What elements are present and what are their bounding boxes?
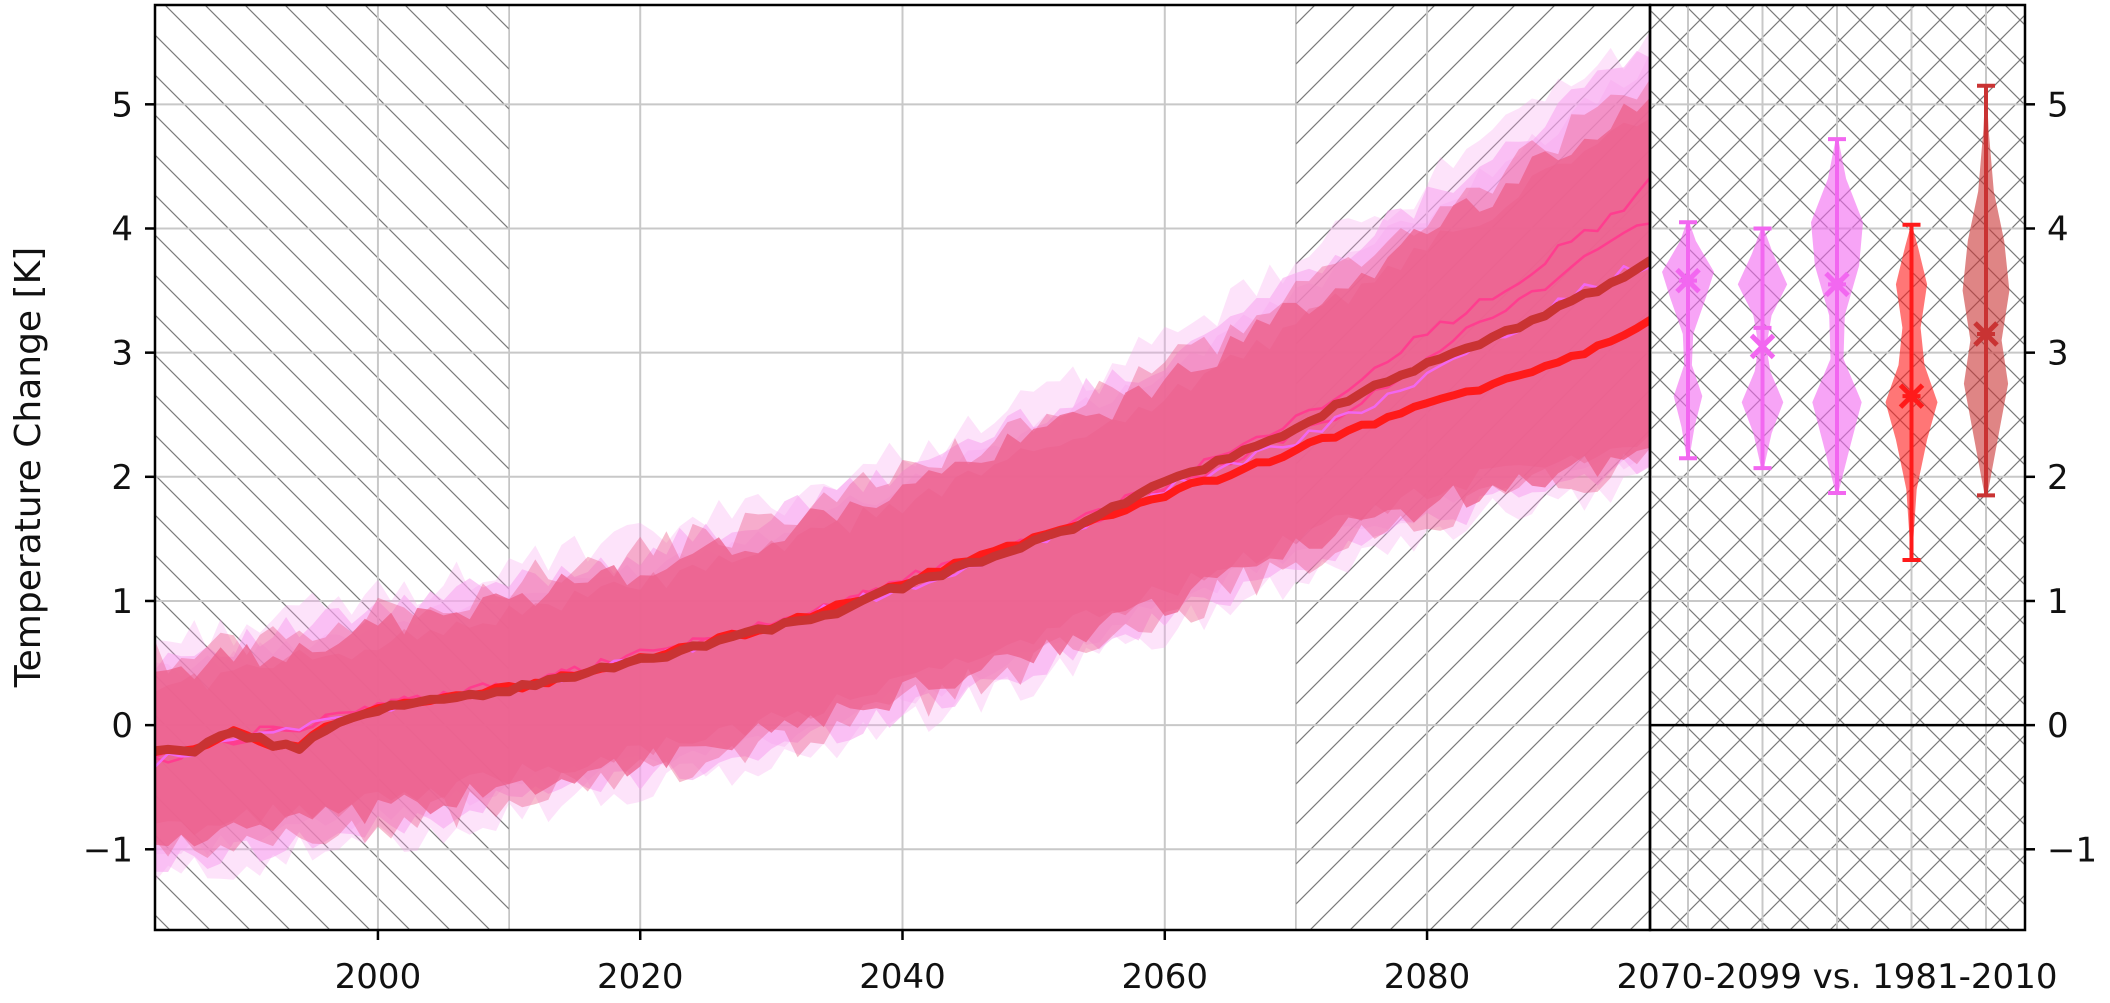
- side-y-tick-label: 3: [2047, 334, 2069, 374]
- side-y-tick-label: 0: [2047, 706, 2069, 746]
- violin-mean-marker: [1675, 267, 1701, 294]
- x-tick-label: 2040: [859, 957, 946, 997]
- violin-mean-marker: [1898, 383, 1925, 409]
- side-plot-frame: [1648, 3, 2027, 932]
- main-axes-ticks: 2000 2020 2040 2060 2080 −1 0 1 2 3 4 5: [83, 3, 1652, 997]
- side-y-tick-label: 2: [2047, 458, 2069, 498]
- side-axes-ticks: −1 0 1 2 3 4 5: [1648, 3, 2097, 932]
- side-y-tick-label: 1: [2047, 582, 2069, 622]
- x-tick-label: 2080: [1384, 957, 1471, 997]
- main-panel: 2000 2020 2040 2060 2080 −1 0 1 2 3 4 5 Temperature…: [8, 3, 1652, 997]
- ensemble-lines: [155, 176, 1650, 769]
- violins: [1662, 83, 2010, 562]
- side-y-tick-label: 5: [2047, 85, 2069, 125]
- y-tick-label: 3: [111, 334, 133, 374]
- y-tick-label: −1: [83, 830, 133, 870]
- y-tick-label: 4: [111, 209, 133, 249]
- x-tick-label: 2060: [1122, 957, 1209, 997]
- side-y-tick-label: 4: [2047, 209, 2069, 249]
- ensemble-bands: [155, 31, 1650, 883]
- x-tick-label: 2000: [335, 957, 422, 997]
- y-axis-title: Temperature Change [K]: [8, 247, 49, 688]
- violin-mean-marker: [1973, 321, 1999, 347]
- side-y-tick-label: −1: [2047, 830, 2097, 870]
- ensemble-band: [155, 97, 1650, 847]
- y-tick-label: 1: [111, 582, 133, 622]
- violin-mean-marker: [1824, 271, 1850, 298]
- y-tick-label: 5: [111, 85, 133, 125]
- series-line-1: [155, 256, 1650, 757]
- side-x-axis-label: 2070-2099 vs. 1981-2010: [1617, 957, 2058, 997]
- violin-mean-marker: [1749, 333, 1776, 360]
- y-tick-label: 2: [111, 458, 133, 498]
- side-panel: −1 0 1 2 3 4 5 2070-2099 vs. 1981-2010: [1617, 3, 2097, 997]
- x-tick-label: 2020: [597, 957, 684, 997]
- ensemble-band: [155, 79, 1650, 858]
- main-gridlines: [155, 5, 1650, 930]
- y-tick-label: 0: [111, 706, 133, 746]
